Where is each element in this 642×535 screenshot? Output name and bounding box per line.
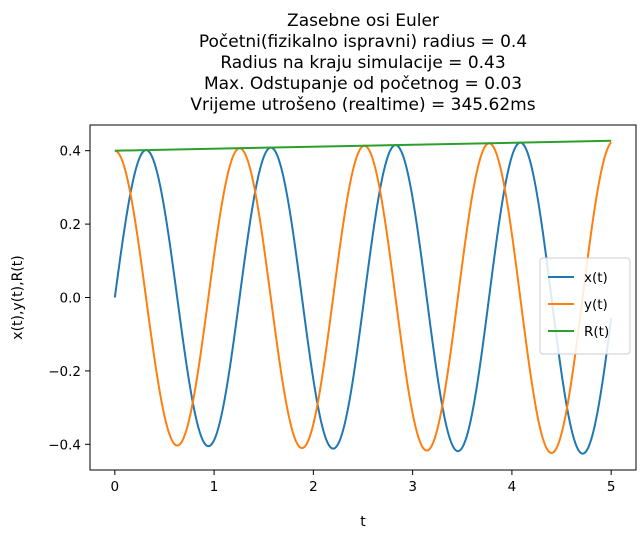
- x-tick-label: 1: [210, 479, 219, 495]
- x-axis: 0 1 2 3 4 5: [111, 470, 616, 495]
- y-tick-label: −0.4: [48, 437, 81, 453]
- x-tick-label: 5: [607, 479, 616, 495]
- x-tick-label: 2: [309, 479, 318, 495]
- x-tick-label: 3: [408, 479, 417, 495]
- title-line: Početni(fizikalno ispravni) radius = 0.4: [199, 32, 527, 52]
- y-tick-label: 0.2: [60, 217, 81, 233]
- x-tick-label: 4: [508, 479, 517, 495]
- legend-label: y(t): [584, 297, 608, 313]
- legend: x(t) y(t) R(t): [539, 257, 631, 355]
- x-tick-label: 0: [111, 479, 120, 495]
- y-tick-label: 0.0: [60, 291, 81, 307]
- title-line: Zasebne osi Euler: [287, 11, 439, 31]
- y-tick-label: −0.2: [48, 364, 81, 380]
- y-tick-label: 0.4: [60, 144, 81, 160]
- y-axis: 0.4 0.2 0.0 −0.2 −0.4: [48, 144, 90, 453]
- title-line: Radius na kraju simulacije = 0.43: [220, 53, 505, 73]
- title-line: Vrijeme utrošeno (realtime) = 345.62ms: [190, 95, 535, 115]
- title-line: Max. Odstupanje od početnog = 0.03: [204, 74, 522, 94]
- y-axis-label: x(t),y(t),R(t): [10, 255, 26, 339]
- legend-label: x(t): [584, 270, 608, 286]
- series-line-rt: [114, 139, 612, 152]
- legend-label: R(t): [584, 324, 609, 340]
- series-line-xt: [113, 141, 613, 455]
- x-axis-label: t: [360, 514, 366, 530]
